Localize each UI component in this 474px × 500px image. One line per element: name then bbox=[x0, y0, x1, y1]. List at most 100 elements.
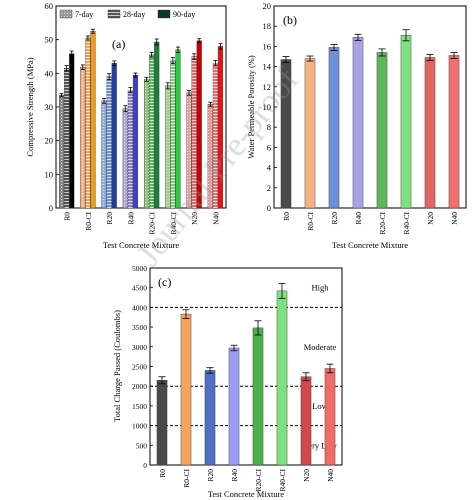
panel-a-category-label-1: R0-CI bbox=[84, 211, 93, 230]
panel-c-category-label-1: R0-CI bbox=[182, 468, 191, 487]
panel-a-n40-90-day-bar bbox=[217, 46, 224, 209]
panel-b-n40-bar bbox=[448, 55, 460, 209]
panel-b-y-tick-label-1: 2 bbox=[267, 183, 271, 193]
panel-a-r20-90-day-bar bbox=[111, 63, 117, 209]
panel-a-r40-28-day-bar-pattern bbox=[128, 90, 133, 208]
panel-a-n20-7-day-bar-pattern bbox=[186, 92, 192, 208]
panel-c-category-label-5: R40-CI bbox=[278, 468, 287, 491]
panel-a-category-label-4: R20-CI bbox=[148, 211, 157, 234]
panel-b-category-label-3: R40 bbox=[354, 212, 363, 225]
legend-item-90-day: 90-day bbox=[157, 9, 195, 19]
panel-c-category-label-3: R40 bbox=[230, 469, 239, 482]
panel-b-frame bbox=[273, 5, 467, 209]
panel-a-r40-ci-90-day-bar bbox=[175, 49, 181, 209]
legend-swatch-90-day bbox=[157, 9, 171, 19]
panel-b-r40-bar bbox=[352, 37, 364, 209]
panel-a-legend: 7-day 28-day 90-day bbox=[59, 9, 195, 19]
panel-c-r20-ci-bar bbox=[252, 327, 264, 466]
panel-c-category-label-6: N20 bbox=[302, 469, 311, 482]
panel-a-r20-ci-7-day-bar-pattern bbox=[144, 79, 149, 208]
panel-c-frame bbox=[149, 267, 343, 466]
panel-a-r20-ci-28-day-bar-pattern bbox=[149, 54, 154, 208]
panel-a-category-label-2: R20 bbox=[105, 212, 114, 225]
panel-a-n40-28-day-bar-pattern bbox=[213, 63, 218, 208]
panel-b-water-permeable-porosity: (b) Test Concrete Mixture Water Permeabl… bbox=[246, 1, 467, 250]
panel-a-x-axis-label: Test Concrete Mixture bbox=[103, 240, 180, 250]
panel-b-y-tick-label-3: 6 bbox=[267, 142, 271, 152]
panel-a-r0-90-day-bar bbox=[69, 53, 75, 209]
panel-c-category-label-4: R20-CI bbox=[254, 468, 263, 491]
panel-a-r40-ci-28-day-bar-pattern bbox=[170, 60, 176, 208]
legend-label-7-day: 7-day bbox=[75, 10, 93, 19]
panel-a-y-tick-label-1: 10 bbox=[45, 169, 54, 179]
panel-b-category-label-4: R20-CI bbox=[378, 211, 387, 234]
panel-b-label: (b) bbox=[283, 13, 297, 27]
panel-a-n40-7-day-bar-pattern bbox=[207, 104, 213, 208]
panel-b-y-tick-label-5: 10 bbox=[263, 102, 272, 112]
panel-a-r0-ci-28-day-bar-pattern bbox=[85, 37, 91, 208]
panel-a-y-tick-label-5: 50 bbox=[45, 35, 54, 45]
panel-a-r40-ci-7-day-bar-pattern bbox=[165, 85, 171, 208]
panel-c-y-tick-label-10: 5000 bbox=[132, 264, 147, 273]
panel-b-y-tick-label-4: 8 bbox=[267, 122, 271, 132]
legend-swatch-28-day-pattern bbox=[107, 9, 121, 19]
panel-c-r0-bar bbox=[156, 380, 168, 466]
panel-a-y-tick-label-2: 20 bbox=[45, 136, 54, 146]
panel-c-zone-label-1: Moderate bbox=[304, 342, 337, 352]
panel-c-y-axis-label: Total Charge Passed (Coulombs) bbox=[112, 310, 122, 422]
panel-b-y-tick-label-0: 0 bbox=[267, 203, 271, 213]
panel-c-r0-ci-bar bbox=[180, 313, 192, 466]
panel-a-label: (a) bbox=[112, 37, 125, 51]
panel-b-r20-bar bbox=[328, 47, 340, 209]
panel-b-n20-bar bbox=[424, 57, 436, 209]
panel-c-category-label-2: R20 bbox=[206, 469, 215, 482]
panel-c-r40-bar bbox=[228, 347, 240, 466]
legend-item-7-day: 7-day bbox=[59, 9, 93, 19]
panel-b-category-label-2: R20 bbox=[330, 212, 339, 225]
panel-b-category-label-0: R0 bbox=[282, 212, 291, 221]
panel-a-category-label-5: R40-CI bbox=[169, 211, 178, 234]
panel-c-zone-label-2: Low bbox=[312, 401, 328, 411]
panel-c-y-tick-label-8: 4000 bbox=[132, 303, 147, 312]
panel-c-zone-label-0: High bbox=[312, 283, 330, 293]
panel-c-y-tick-label-0: 0 bbox=[143, 461, 147, 470]
panel-b-r20-ci-bar bbox=[376, 52, 388, 209]
panel-b-y-tick-label-6: 12 bbox=[263, 82, 272, 92]
panel-b-y-tick-label-9: 18 bbox=[263, 21, 272, 31]
panel-a-compressive-strength: (a) Test Concrete Mixture Compressive St… bbox=[25, 1, 227, 250]
legend-label-28-day: 28-day bbox=[123, 10, 145, 19]
panel-a-y-tick-label-0: 0 bbox=[49, 203, 53, 213]
panel-a-category-label-6: N20 bbox=[190, 212, 199, 225]
panel-b-category-label-5: R40-CI bbox=[402, 211, 411, 234]
panel-b-y-axis-label: Water Permeable Porosity (%) bbox=[246, 55, 256, 159]
panel-a-y-tick-label-6: 60 bbox=[45, 1, 54, 11]
panel-b-y-tick-label-2: 4 bbox=[267, 163, 272, 173]
panel-c-y-tick-label-6: 3000 bbox=[132, 343, 147, 352]
panel-a-n20-90-day-bar bbox=[196, 40, 202, 209]
panel-c-label: (c) bbox=[158, 275, 171, 289]
panel-a-r40-7-day-bar-pattern bbox=[122, 108, 128, 208]
panel-c-category-label-0: R0 bbox=[158, 469, 167, 478]
panel-a-y-tick-label-3: 30 bbox=[45, 102, 54, 112]
panel-a-y-axis-label: Compressive Strength (MPa) bbox=[25, 57, 35, 156]
panel-c-y-tick-label-7: 3500 bbox=[132, 323, 147, 332]
panel-a-r20-28-day-bar-pattern bbox=[106, 76, 112, 208]
panel-c-category-label-7: N40 bbox=[326, 469, 335, 482]
panel-a-r0-28-day-bar-pattern bbox=[64, 68, 69, 209]
panel-c-y-tick-label-3: 1500 bbox=[132, 402, 147, 411]
panel-a-r40-90-day-bar bbox=[132, 74, 139, 209]
panel-a-r0-7-day-bar-pattern bbox=[59, 95, 64, 208]
panel-c-n20-bar bbox=[300, 376, 312, 466]
panel-a-n20-28-day-bar-pattern bbox=[191, 56, 197, 208]
panel-b-x-axis-label: Test Concrete Mixture bbox=[332, 240, 409, 250]
panel-c-y-tick-label-4: 2000 bbox=[132, 382, 147, 391]
panel-b-category-label-7: N40 bbox=[450, 212, 459, 225]
legend-swatch-7-day-pattern bbox=[59, 9, 73, 19]
panel-b-y-tick-label-8: 16 bbox=[263, 41, 272, 51]
legend-label-90-day: 90-day bbox=[173, 10, 195, 19]
panel-c-y-tick-label-2: 1000 bbox=[132, 422, 147, 431]
panel-a-r0-ci-90-day-bar bbox=[90, 31, 96, 209]
panel-b-category-label-1: R0-CI bbox=[306, 211, 315, 230]
panel-a-category-label-0: R0 bbox=[63, 212, 72, 221]
